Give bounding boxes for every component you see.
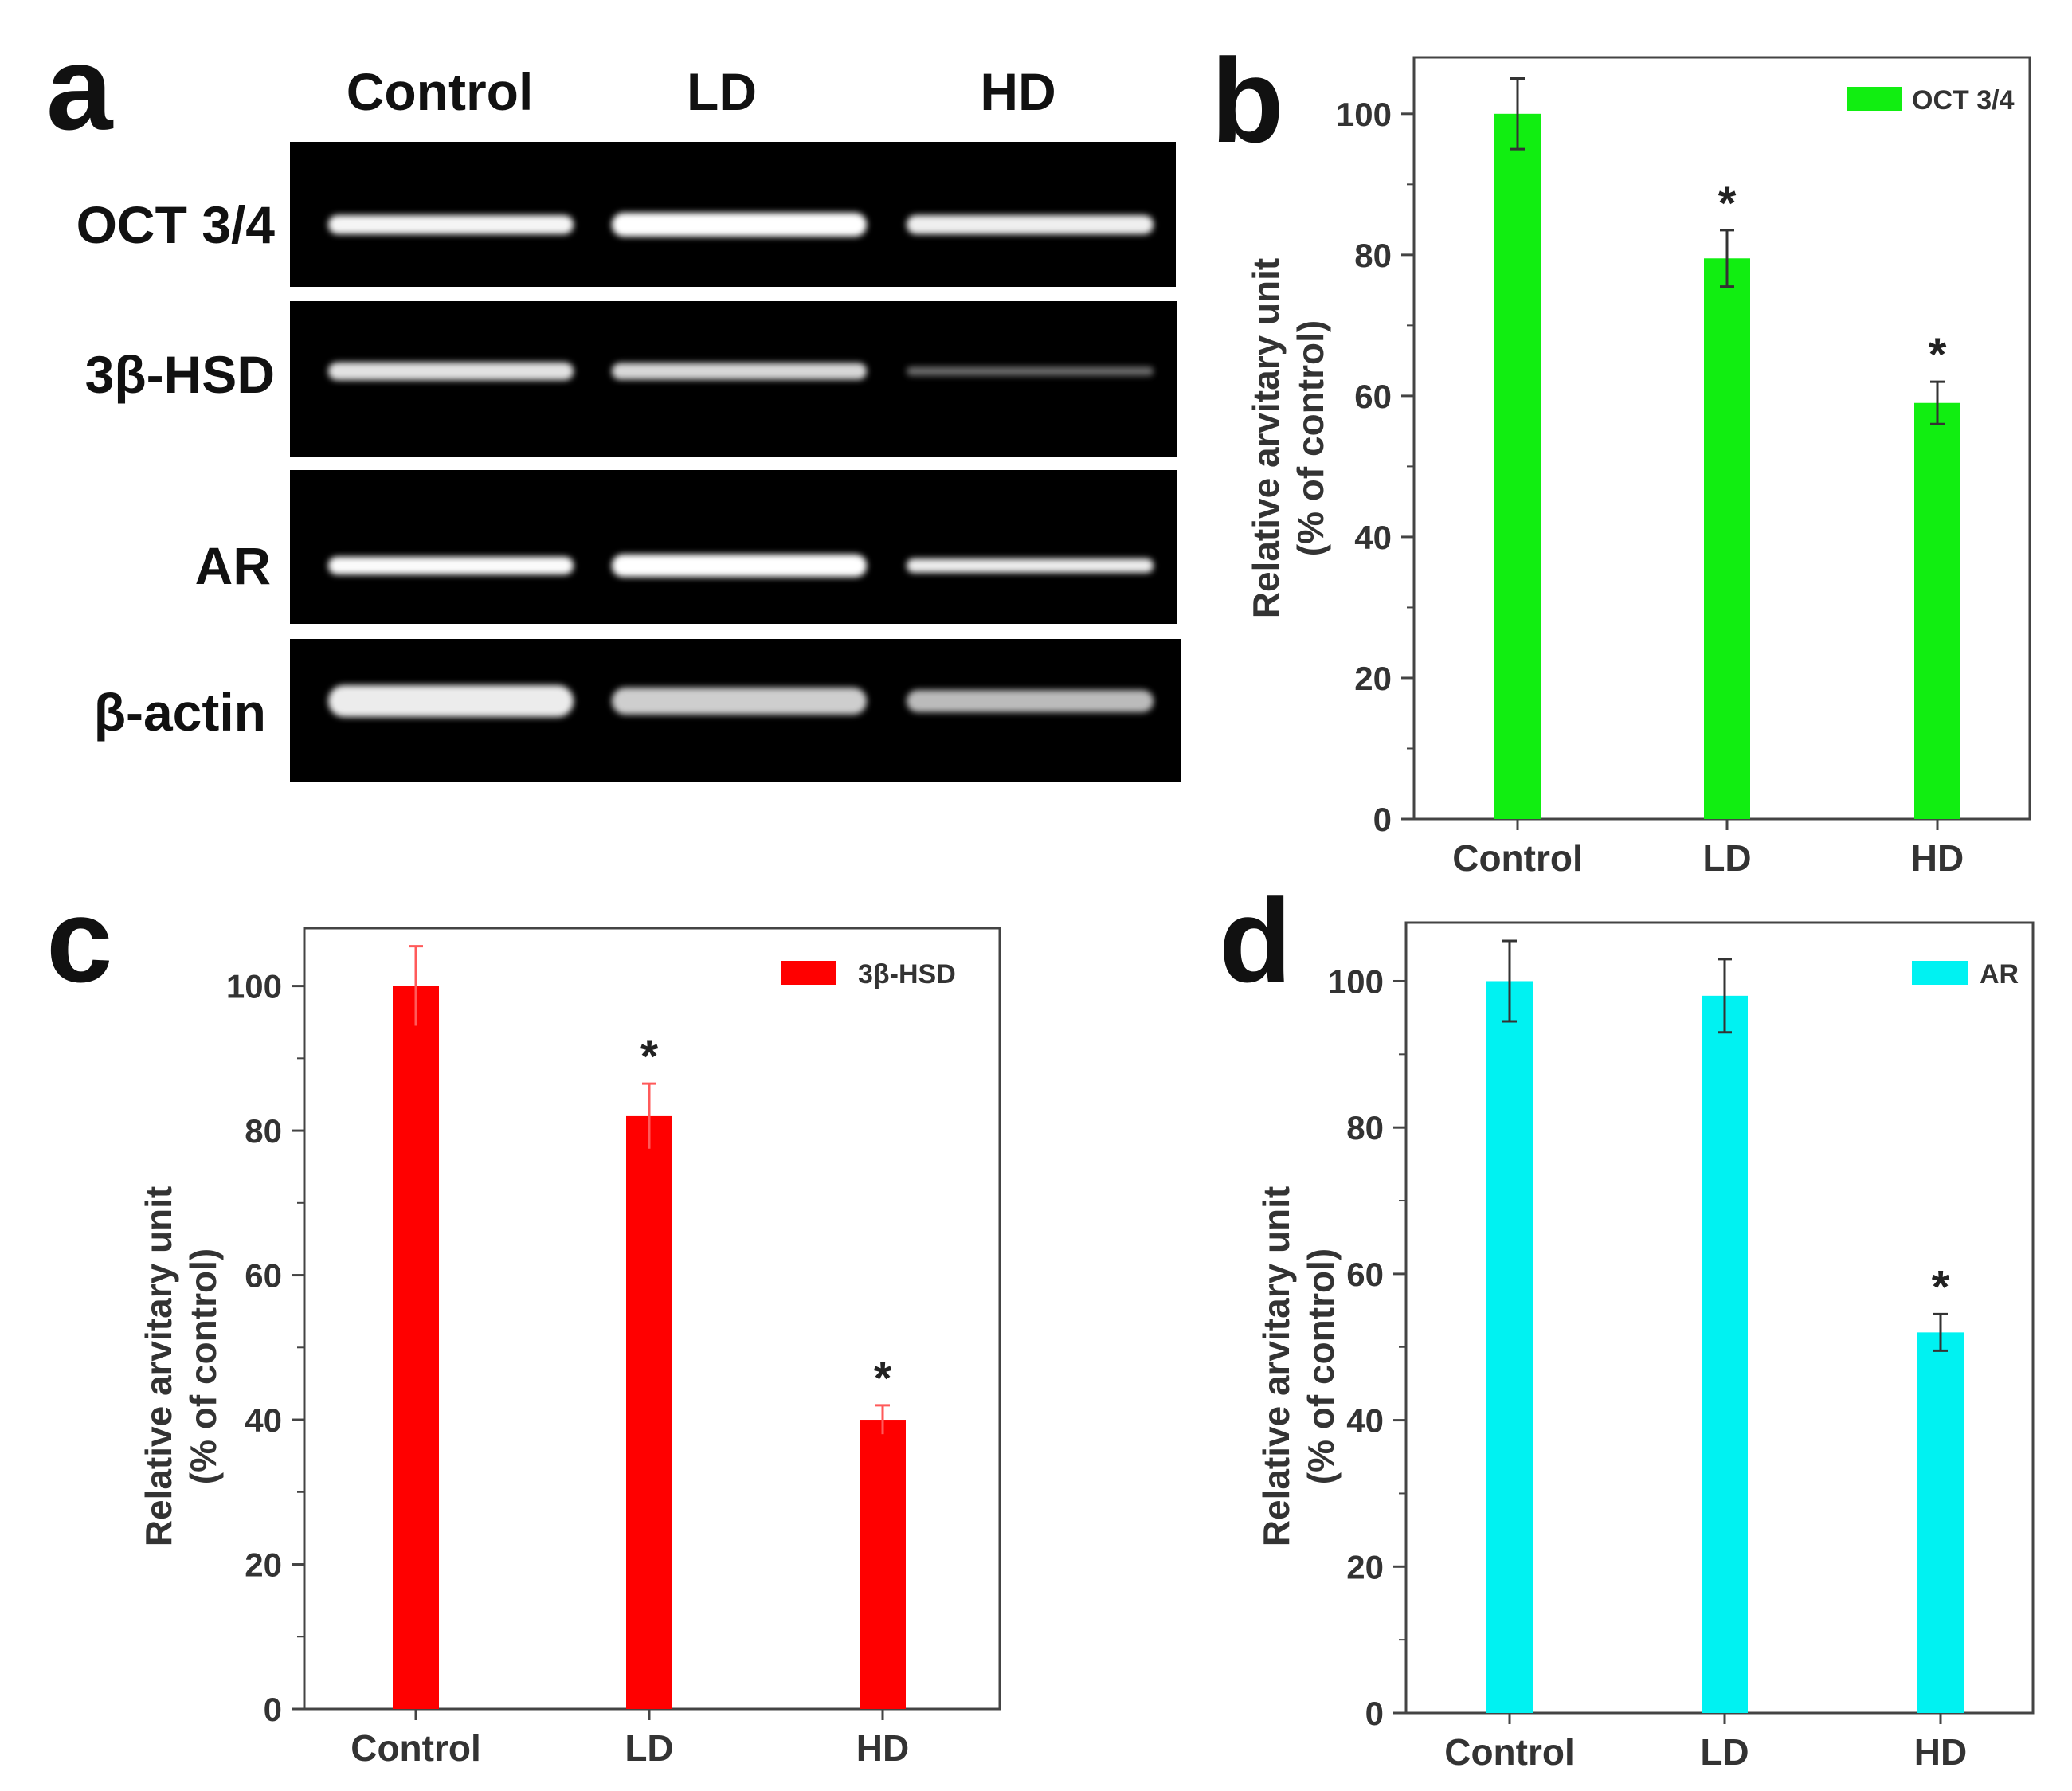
gel-band [328,685,574,717]
gel-band [328,556,574,575]
bar [1914,402,1960,820]
panel-letter-c: c [46,873,112,1007]
x-tick-label: LD [1702,837,1751,879]
gel-strip-ar [290,470,1177,624]
x-tick-label: Control [351,1727,481,1769]
gel-row-label-bactin: β-actin [94,683,266,742]
y-tick-label: 0 [1373,801,1392,838]
gel-row-label-3bhsd: 3β-HSD [85,345,275,404]
legend-swatch [1847,87,1902,111]
panel-letter-b: b [1211,33,1284,167]
y-axis-title-line: Relative arvitary unit [138,1186,179,1547]
bar [1702,995,1748,1713]
y-tick-label: 0 [264,1691,282,1728]
y-tick-label: 0 [1365,1695,1384,1732]
y-tick-label: 40 [1354,519,1392,556]
y-axis-title-line: (% of control) [1290,320,1331,556]
gel-band [612,554,867,578]
y-tick-label: 80 [1354,237,1392,274]
significance-marker: * [1932,1261,1950,1313]
chart-ar: 0 20 40 60 80 100 Relative arvitary unit(% of … [1255,921,2035,1773]
y-tick-label: 20 [1346,1548,1384,1585]
bar [1486,981,1533,1713]
x-tick-label: HD [856,1727,909,1769]
y-axis-title-line: (% of control) [182,1248,224,1484]
gel-band [907,215,1154,234]
significance-marker: * [1718,178,1737,229]
legend-swatch [781,961,836,985]
panel-letter-d: d [1219,873,1292,1007]
chart-3bhsd: 0 20 40 60 80 100 Relative arvitary unit(% of … [138,927,1001,1769]
y-tick-label: 60 [1354,378,1392,415]
y-tick-label: 100 [226,968,282,1005]
significance-marker: * [1929,329,1947,381]
x-tick-label: LD [625,1727,673,1769]
gel-row-label-ar: AR [195,536,271,595]
gel-band [612,213,867,237]
y-axis-title: Relative arvitary unit(% of control) [1255,1186,1342,1547]
y-tick-label: 60 [1346,1256,1384,1293]
y-axis-title-line: Relative arvitary unit [1255,1186,1297,1547]
chart-oct34: 0 20 40 60 80 100 Relative arvitary unit(% of … [1245,56,2031,879]
y-tick-label: 20 [1354,660,1392,697]
legend-label: AR [1980,959,2019,990]
gel-band [612,688,867,715]
y-axis-title: Relative arvitary unit(% of control) [138,1186,224,1547]
y-tick-label: 40 [245,1401,282,1439]
y-tick-label: 80 [1346,1109,1384,1146]
gel-lane-label-ld: LD [687,62,757,121]
gel-band [612,363,867,380]
bar [1917,1332,1964,1713]
x-tick-label: HD [1914,1731,1967,1773]
gel-band [907,690,1154,712]
x-tick-label: LD [1700,1731,1749,1773]
significance-marker: * [874,1353,892,1405]
legend-label: 3β-HSD [858,959,956,990]
bar [860,1420,906,1709]
panel-letter-a: a [46,21,114,155]
gel-lane-label-control: Control [347,62,534,121]
x-tick-label: HD [1911,837,1964,879]
gel-band [907,366,1154,376]
y-tick-label: 100 [1328,962,1384,1000]
gel-panel: Control LD HD OCT 3/4 3β-HSD AR β-actin [76,62,1181,782]
y-tick-label: 100 [1336,96,1392,133]
y-axis-title-line: (% of control) [1300,1248,1342,1484]
gel-band [328,362,574,381]
y-tick-label: 60 [245,1257,282,1295]
bar [1494,113,1541,819]
y-axis-title: Relative arvitary unit(% of control) [1245,258,1331,619]
gel-row-label-oct34: OCT 3/4 [76,195,276,254]
bar [626,1115,672,1709]
legend-label: OCT 3/4 [1912,85,2015,116]
bar [1704,258,1750,819]
gel-lane-label-hd: HD [980,62,1056,121]
gel-band [907,558,1154,573]
bar [393,986,439,1709]
y-axis-title-line: Relative arvitary unit [1245,258,1287,619]
y-tick-label: 80 [245,1112,282,1150]
x-tick-label: Control [1452,837,1583,879]
y-tick-label: 40 [1346,1402,1384,1440]
gel-band [328,215,574,234]
y-tick-label: 20 [245,1546,282,1584]
legend-swatch [1912,961,1968,985]
significance-marker: * [640,1031,659,1083]
x-tick-label: Control [1444,1731,1575,1773]
